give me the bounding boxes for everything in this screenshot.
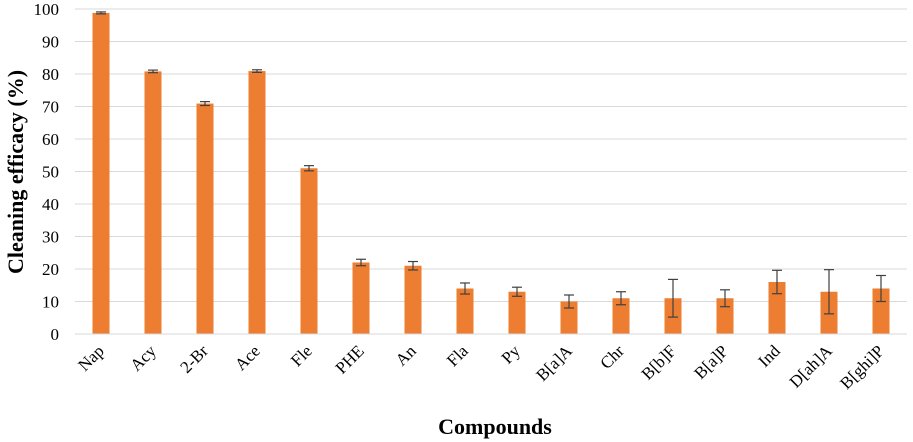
x-tick-label: Acy [126, 341, 160, 375]
bar-Py [508, 291, 526, 334]
bar-Ind [768, 282, 786, 334]
error-bar [356, 258, 366, 267]
y-tick-label: 40 [42, 195, 59, 214]
x-tick-label: Chr [596, 341, 628, 373]
error-bar [772, 269, 782, 295]
y-tick-label: 20 [42, 260, 59, 279]
y-tick-label: 0 [51, 325, 60, 344]
bar-Chr [612, 298, 630, 334]
x-axis-ticks: Nap Acy 2-Br Ace Fle PHE An Fla Py B[a]A Chr B[b]F B… [74, 341, 887, 393]
x-tick-label: Ind [754, 341, 784, 371]
x-tick-label: Ace [231, 341, 264, 374]
x-tick-label: D[ah]A [786, 341, 837, 392]
y-tick-label: 70 [42, 98, 59, 117]
error-bar [460, 282, 470, 295]
x-tick-label: Fle [287, 341, 316, 370]
error-bar [304, 165, 314, 172]
x-tick-label: B[a]P [690, 341, 731, 382]
y-tick-label: 100 [34, 0, 60, 19]
x-tick-label: An [392, 341, 420, 369]
error-bar [824, 269, 834, 315]
bar-Acy [144, 71, 162, 335]
error-bar [96, 11, 106, 15]
bar-Fle [300, 168, 318, 334]
error-bar [668, 278, 678, 318]
error-bar [720, 289, 730, 308]
error-bar [512, 286, 522, 297]
y-tick-label: 30 [42, 228, 59, 247]
x-tick-label: B[a]A [532, 341, 576, 385]
error-bar [200, 101, 210, 107]
error-bar [616, 291, 626, 306]
x-tick-label: Py [498, 341, 524, 367]
x-tick-label: Nap [74, 341, 107, 374]
x-tick-label: 2-Br [176, 341, 212, 377]
bar-B[a]A [560, 301, 578, 334]
bar-2-Br [196, 103, 214, 334]
x-tick-label: B[b]F [638, 341, 680, 383]
y-tick-label: 10 [42, 293, 59, 312]
error-bar [564, 294, 574, 309]
bar-Nap [92, 12, 110, 335]
error-bar [252, 69, 262, 73]
error-bar [408, 260, 418, 271]
y-tick-label: 80 [42, 65, 59, 84]
x-tick-label: PHE [332, 341, 368, 377]
y-tick-label: 50 [42, 163, 59, 182]
x-tick-label: B[ghi]P [836, 341, 888, 393]
x-tick-label: Fla [443, 341, 472, 370]
bar-PHE [352, 262, 370, 334]
bar-Ace [248, 71, 266, 334]
error-bar [148, 69, 158, 74]
y-tick-label: 60 [42, 130, 59, 149]
bar-Fla [456, 288, 474, 334]
y-axis-title: Cleaning efficacy (%) [3, 70, 28, 274]
y-tick-label: 90 [42, 33, 59, 52]
gridlines [75, 8, 907, 302]
error-bar [876, 274, 886, 303]
bar-An [404, 265, 422, 334]
bars [92, 12, 890, 335]
bar-B[ghi]P [872, 288, 890, 334]
x-axis-title: Compounds [438, 414, 552, 439]
y-axis-ticks: 0 10 20 30 40 50 60 70 80 90 100 [34, 0, 60, 344]
error-bars [96, 11, 886, 318]
